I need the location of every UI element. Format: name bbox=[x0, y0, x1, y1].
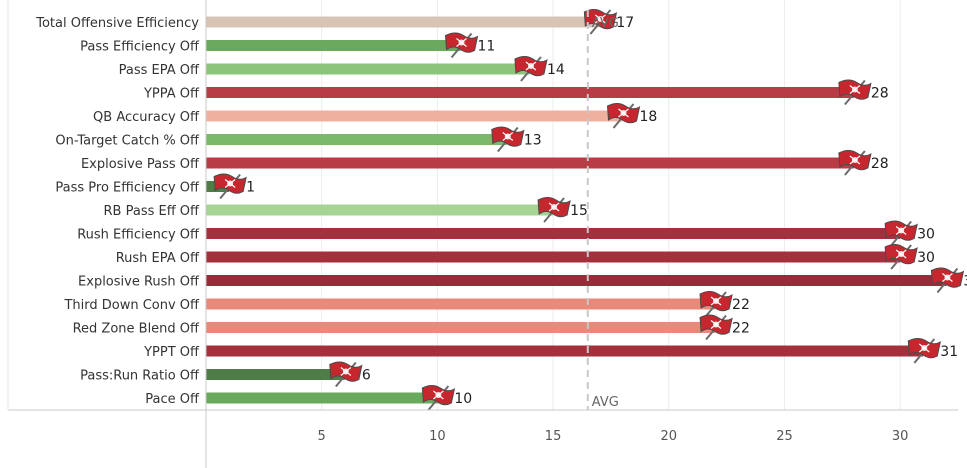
category-label: Pass Efficiency Off bbox=[80, 40, 200, 55]
flag-logo-icon bbox=[445, 32, 479, 59]
avg-label: AVG bbox=[592, 395, 619, 410]
value-label: 17 bbox=[616, 15, 634, 31]
bar bbox=[206, 298, 716, 310]
bar bbox=[206, 87, 854, 98]
value-label: 11 bbox=[478, 39, 496, 55]
x-tick-label: 5 bbox=[318, 429, 326, 444]
category-label: RB Pass Eff Off bbox=[104, 204, 201, 219]
x-tick-label: 10 bbox=[429, 429, 446, 444]
flag-logo-icon bbox=[514, 56, 548, 82]
category-label: Third Down Conv Off bbox=[63, 298, 200, 313]
category-label: Explosive Pass Off bbox=[81, 157, 200, 172]
flag-logo-icon bbox=[884, 244, 918, 270]
category-label: YPPA Off bbox=[143, 87, 200, 102]
average-reference-line: AVG AVG bbox=[586, 10, 619, 410]
flag-logo-icon bbox=[537, 197, 571, 223]
value-label: 18 bbox=[639, 109, 657, 125]
bar bbox=[206, 110, 623, 122]
value-label: 30 bbox=[917, 250, 935, 266]
bar bbox=[206, 134, 507, 145]
value-label: 30 bbox=[917, 227, 935, 243]
flag-logo-icon bbox=[699, 314, 733, 341]
category-label: Total Offensive Efficiency bbox=[35, 16, 199, 31]
category-label: Pass:Run Ratio Off bbox=[80, 369, 200, 384]
x-tick-label: 20 bbox=[660, 429, 677, 444]
x-axis: 5 10 15 20 25 30 bbox=[7, 0, 958, 468]
x-tick-label: 15 bbox=[545, 429, 562, 444]
bar bbox=[206, 322, 716, 333]
value-label: 32 bbox=[963, 274, 967, 290]
flag-logo-icon bbox=[421, 385, 456, 411]
flag-logo-icon bbox=[930, 267, 965, 294]
value-label: 6 bbox=[362, 368, 371, 384]
bars bbox=[206, 9, 965, 411]
flag-logo-icon bbox=[884, 220, 918, 247]
flag-logo-icon bbox=[606, 103, 641, 129]
bar bbox=[206, 40, 461, 51]
flag-logo-icon bbox=[907, 338, 942, 364]
value-label: 28 bbox=[871, 156, 889, 172]
flag-logo-icon bbox=[213, 173, 247, 200]
x-tick-label: 25 bbox=[776, 429, 793, 444]
category-label: Pass EPA Off bbox=[119, 63, 200, 78]
category-label: Red Zone Blend Off bbox=[73, 322, 200, 337]
bar bbox=[206, 63, 530, 75]
bar bbox=[206, 228, 901, 239]
category-label: On-Target Catch % Off bbox=[55, 134, 200, 149]
category-label: YPPT Off bbox=[143, 345, 200, 360]
category-labels: 17 Total Offensive Efficiency 11 Pass Effic… bbox=[35, 15, 967, 407]
flag-logo-icon bbox=[329, 361, 363, 388]
category-label: QB Accuracy Off bbox=[93, 110, 200, 125]
flag-logo-icon bbox=[838, 79, 872, 106]
value-label: 31 bbox=[940, 344, 958, 360]
bar bbox=[206, 369, 345, 380]
avg-label: AVG bbox=[592, 16, 619, 31]
value-label: 13 bbox=[524, 133, 542, 149]
category-label: Rush Efficiency Off bbox=[77, 228, 200, 243]
value-label: 10 bbox=[454, 391, 472, 407]
x-tick-label: 30 bbox=[892, 429, 909, 444]
bar bbox=[206, 157, 854, 169]
value-label: 15 bbox=[570, 203, 588, 219]
category-label: Pass Pro Efficiency Off bbox=[55, 181, 200, 196]
flag-logo-icon bbox=[583, 9, 618, 35]
flag-logo-icon bbox=[491, 126, 525, 153]
value-label: 22 bbox=[732, 321, 750, 337]
bar bbox=[206, 345, 924, 357]
value-label: 14 bbox=[547, 62, 565, 78]
value-label: 1 bbox=[246, 180, 255, 196]
category-label: Rush EPA Off bbox=[116, 251, 200, 266]
flag-logo-icon bbox=[838, 150, 872, 176]
bar bbox=[206, 16, 600, 28]
category-label: Explosive Rush Off bbox=[78, 275, 200, 290]
category-label: Pace Off bbox=[145, 392, 200, 407]
value-label: 22 bbox=[732, 297, 750, 313]
bar bbox=[206, 204, 554, 216]
bar bbox=[206, 251, 901, 263]
bar bbox=[206, 392, 438, 404]
value-label: 28 bbox=[871, 86, 889, 102]
flag-logo-icon bbox=[699, 291, 733, 317]
bar bbox=[206, 275, 947, 286]
